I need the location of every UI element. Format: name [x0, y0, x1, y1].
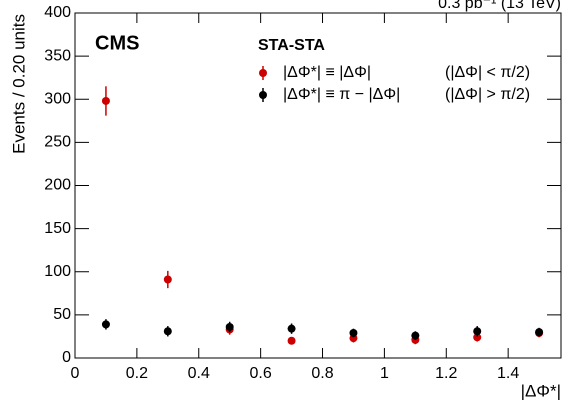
x-tick-label: 0.6	[250, 365, 272, 382]
legend-marker	[259, 91, 267, 99]
y-tick-label: 350	[44, 47, 71, 64]
x-tick-label: 1	[380, 365, 389, 382]
y-tick-label: 200	[44, 177, 71, 194]
x-tick-label: 1.4	[497, 365, 519, 382]
x-tick-label: 1.2	[435, 365, 457, 382]
lumi-label: 0.3 pb⁻¹ (13 TeV)	[438, 0, 561, 12]
y-tick-label: 250	[44, 134, 71, 151]
data-point	[287, 324, 296, 333]
data-point	[225, 322, 234, 331]
data-point	[287, 336, 296, 345]
data-point	[411, 331, 420, 340]
data-point	[101, 96, 110, 105]
x-axis-label: |ΔΦ*|	[521, 381, 561, 400]
data-point	[163, 327, 172, 336]
x-tick-label: 0.8	[311, 365, 333, 382]
x-tick-label: 0.4	[188, 365, 210, 382]
x-tick-label: 0.2	[126, 365, 148, 382]
legend-label: |ΔΦ*| ≡ π − |ΔΦ|	[283, 86, 400, 103]
y-tick-label: 400	[44, 4, 71, 21]
experiment-label: CMS	[95, 32, 139, 54]
y-tick-label: 0	[62, 349, 71, 366]
y-axis-label: Events / 0.20 units	[9, 14, 28, 154]
data-point	[101, 320, 110, 329]
data-point	[473, 327, 482, 336]
legend-condition: (|ΔΦ| > π/2)	[445, 86, 530, 103]
y-tick-label: 300	[44, 90, 71, 107]
legend-title: STA-STA	[258, 37, 325, 54]
y-tick-label: 150	[44, 220, 71, 237]
data-point	[163, 275, 172, 284]
data-point	[349, 328, 358, 337]
y-tick-label: 50	[53, 306, 71, 323]
x-tick-label: 0	[71, 365, 80, 382]
data-point	[473, 333, 482, 342]
y-tick-label: 100	[44, 263, 71, 280]
legend-condition: (|ΔΦ| < π/2)	[445, 64, 530, 81]
legend-marker	[259, 69, 267, 77]
data-point	[535, 328, 544, 337]
legend-label: |ΔΦ*| ≡ |ΔΦ|	[283, 64, 371, 81]
